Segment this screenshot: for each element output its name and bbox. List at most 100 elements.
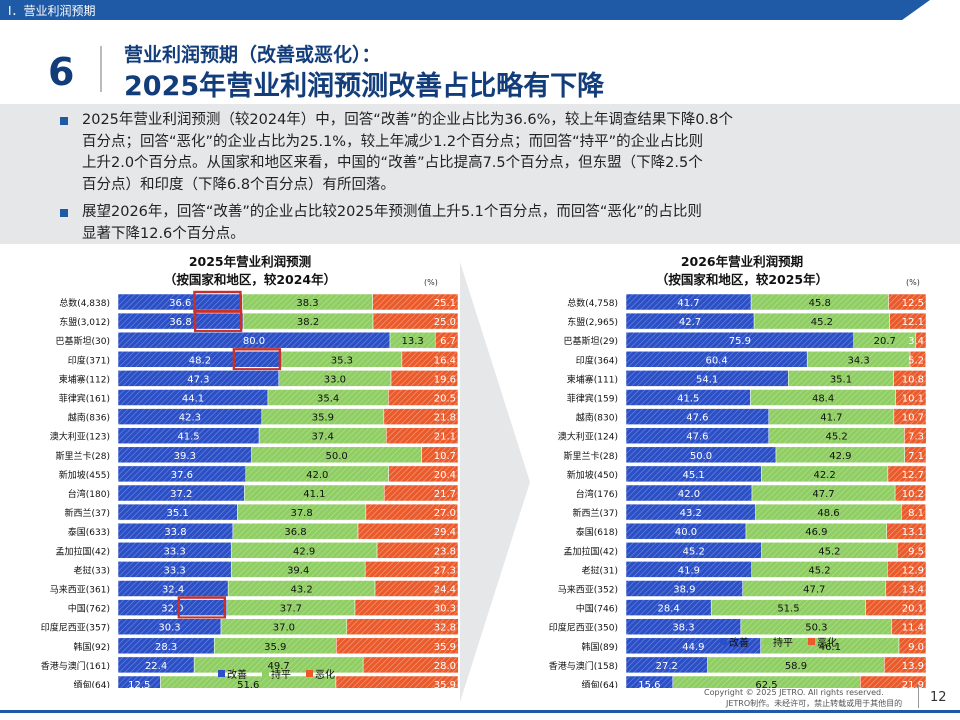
data-label: 28.3: [155, 642, 177, 653]
bullet-line: 百分点）和印度（下降6.8个百分点）有所回落。: [82, 176, 396, 193]
worsen-segment: [891, 618, 927, 635]
worsen-segment: [388, 389, 459, 406]
data-label: 37.8: [290, 508, 312, 519]
category-label: 菲律宾(159): [567, 393, 618, 405]
section-header-band: I．营业利润预期: [0, 0, 930, 20]
legend-label: 改善: [729, 636, 749, 649]
summary-bullet-1: 2025年营业利润预测（较2024年）中，回答“改善”的企业占比为36.6%，较…: [60, 110, 900, 196]
slide-number: 6: [48, 50, 75, 94]
worsen-segment: [362, 656, 459, 674]
data-label: 28.0: [434, 661, 456, 672]
bottom-rule: [0, 710, 960, 713]
data-label: 39.4: [287, 565, 309, 576]
category-label: 老挝(33): [74, 564, 110, 576]
legend-label: 持平: [271, 668, 291, 681]
data-label: 42.0: [306, 470, 328, 481]
category-label: 中国(746): [576, 603, 618, 615]
worsen-segment: [372, 293, 459, 311]
data-label: 22.4: [145, 661, 167, 672]
flat-legend-swatch: [764, 638, 771, 645]
legend-label: 改善: [227, 668, 247, 681]
data-label: 20.5: [434, 394, 456, 405]
data-label: 13.9: [902, 661, 924, 672]
legend-label: 恶化: [817, 636, 837, 649]
data-label: 33.3: [163, 565, 185, 576]
category-label: 老挝(31): [582, 564, 618, 576]
category-label: 印度(371): [68, 354, 110, 366]
data-label: 38.2: [297, 317, 319, 328]
worsen-segment: [895, 389, 927, 406]
category-label: 越南(830): [576, 412, 618, 424]
category-label: 韩国(92): [74, 641, 110, 653]
data-label: 20.4: [434, 470, 456, 481]
data-label: 10.7: [434, 451, 456, 462]
worsen-segment: [860, 675, 927, 688]
worsen-segment: [898, 637, 927, 655]
data-label: 42.2: [813, 470, 835, 481]
data-label: 60.4: [705, 355, 727, 366]
worsen-segment: [365, 503, 458, 521]
data-label: 13.4: [902, 585, 924, 596]
bullet-line: 展望2026年，回答“改善”的企业占比较2025年预测值上升5.1个百分点，而回…: [82, 204, 702, 220]
category-label: 总数(4,838): [59, 297, 110, 309]
category-label: 泰国(618): [576, 526, 618, 538]
worsen-segment: [909, 351, 926, 368]
data-label: 39.3: [174, 451, 196, 462]
data-label: 41.7: [677, 298, 699, 309]
worsen-segment: [886, 522, 927, 540]
data-label: 12.1: [902, 317, 924, 328]
data-label: 37.7: [280, 604, 302, 615]
data-label: 32.4: [162, 585, 184, 596]
data-label: 41.9: [678, 565, 700, 576]
worsen-segment: [346, 618, 459, 635]
category-label: 新西兰(37): [65, 507, 110, 519]
highlight-box: [232, 348, 282, 371]
data-label: 8.1: [908, 508, 924, 519]
data-label: 23.8: [434, 546, 456, 557]
legend-label: 持平: [773, 636, 793, 649]
bullet-line: 显著下降12.6个百分点。: [82, 225, 245, 242]
category-label: 巴基斯坦(29): [564, 335, 618, 347]
worsen-segment: [887, 561, 927, 578]
worsen-segment: [354, 599, 459, 616]
category-label: 总数(4,758): [567, 297, 618, 309]
data-label: 35.3: [331, 355, 353, 366]
data-label: 44.1: [182, 394, 204, 405]
worsen-segment: [357, 522, 459, 540]
category-label: 柬埔寨(112): [59, 373, 110, 385]
unit-label: (%): [424, 278, 438, 287]
worsen-segment: [893, 370, 927, 387]
chart-subtitle: （按国家和地区，较2025年）: [656, 272, 828, 287]
worsen-segment: [434, 331, 459, 349]
data-label: 21.9: [902, 680, 924, 688]
worsen-segment: [896, 542, 926, 559]
data-label: 13.3: [401, 336, 423, 347]
worsen-segment: [374, 580, 459, 597]
category-label: 澳大利亚(123): [50, 431, 110, 443]
worsen-segment: [386, 427, 459, 444]
data-label: 45.2: [825, 432, 847, 443]
category-label: 印度尼西亚(357): [41, 622, 110, 634]
slide-title: 2025年营业利润预测改善占比略有下降: [124, 71, 605, 102]
category-label: 台湾(176): [576, 488, 618, 500]
data-label: 58.9: [785, 661, 807, 672]
category-label: 斯里兰卡(28): [56, 450, 110, 462]
worsen-segment: [336, 637, 459, 655]
data-label: 19.6: [434, 374, 456, 385]
data-label: 10.2: [902, 489, 924, 500]
data-label: 33.8: [164, 527, 186, 538]
worsen-segment: [388, 465, 459, 483]
data-label: 20.1: [902, 604, 924, 615]
data-label: 9.0: [908, 642, 924, 653]
unit-label: (%): [906, 278, 920, 287]
chart-title: 2025年营业利润预测: [189, 254, 311, 269]
copyright-text: Copyright © 2025 JETRO. All rights reser…: [704, 688, 884, 697]
worsen-segment: [383, 484, 459, 502]
data-label: 37.2: [170, 489, 192, 500]
improve-legend-swatch: [720, 638, 727, 645]
data-label: 49.7: [268, 661, 290, 672]
category-label: 马来西亚(361): [50, 585, 110, 596]
data-label: 42.9: [293, 546, 315, 557]
data-label: 48.6: [817, 508, 839, 519]
data-label: 42.3: [179, 413, 201, 424]
